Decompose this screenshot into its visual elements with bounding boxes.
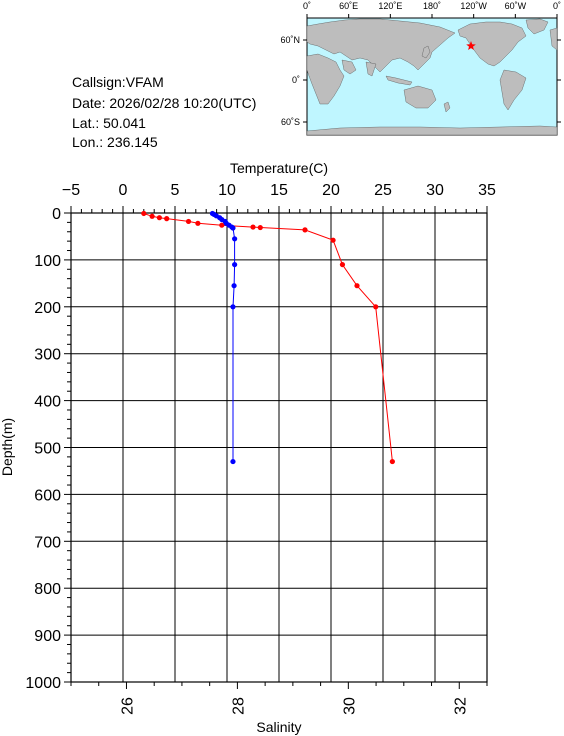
salinity-data-point — [230, 304, 236, 310]
salinity-data-point — [231, 283, 237, 289]
land-antarctica — [306, 125, 558, 136]
temperature-data-point — [141, 210, 147, 217]
temperature-tick-label: 20 — [322, 182, 340, 199]
depth-tick-label: 600 — [34, 487, 61, 504]
temperature-data-point — [339, 261, 346, 268]
map-longitude-labels: 0˚ 60˚E 120˚E 180˚ 120˚W 60˚W 0˚ — [303, 1, 561, 11]
land-japan — [421, 45, 431, 59]
salinity-data-point — [232, 236, 238, 242]
temperature-profile-line — [143, 213, 393, 462]
temperature-tick-label: 25 — [374, 182, 392, 199]
temperature-data-point — [164, 216, 170, 222]
temperature-tick-label: 35 — [478, 182, 496, 199]
map-latitude-labels: 60˚N 0˚ 60˚S — [280, 35, 300, 127]
temperature-tick-label: 30 — [426, 182, 444, 199]
salinity-tick-labels: 26 28 30 32 — [119, 697, 469, 715]
temperature-tick-label: 10 — [218, 182, 236, 199]
temperature-data-point — [185, 218, 192, 225]
map-longitude-label: 60˚E — [339, 1, 358, 11]
salinity-data-point — [232, 261, 238, 268]
star-icon — [466, 41, 476, 50]
map-longitude-label: 0˚ — [303, 1, 311, 11]
salinity-axis-ticks — [70, 682, 488, 689]
station-info: Callsign:VFAM Date: 2026/02/28 10:20(UTC… — [72, 74, 256, 150]
temperature-data-point — [195, 220, 201, 226]
temperature-data-point — [149, 213, 155, 219]
callsign-text: Callsign:VFAM — [72, 74, 164, 90]
land-europe-right — [549, 27, 558, 51]
temperature-tick-label: −5 — [62, 182, 80, 199]
depth-tick-label: 700 — [34, 534, 61, 551]
land-australia — [403, 85, 437, 109]
land-india — [365, 61, 377, 77]
map-longitude-label: 180˚ — [423, 1, 441, 11]
salinity-tick-label: 32 — [452, 697, 469, 715]
salinity-data-point — [230, 458, 236, 465]
temperature-data-point — [373, 304, 379, 310]
depth-tick-labels: 0 100 200 300 400 500 600 700 800 900 1000 — [25, 206, 61, 692]
depth-tick-label: 0 — [52, 206, 61, 223]
data-series — [141, 210, 395, 465]
temperature-data-point — [330, 237, 336, 243]
salinity-tick-label: 30 — [341, 697, 358, 715]
depth-tick-label: 100 — [34, 253, 61, 270]
temperature-tick-label: 5 — [171, 182, 180, 199]
map-latitude-label: 60˚N — [280, 35, 300, 45]
depth-tick-label: 800 — [34, 581, 61, 598]
map-longitude-label: 60˚W — [505, 1, 527, 11]
depth-axis-title: Depth(m) — [0, 418, 15, 476]
salinity-axis-title: Salinity — [256, 719, 301, 735]
map-longitude-label: 120˚W — [460, 1, 487, 11]
depth-tick-label: 400 — [34, 394, 61, 411]
temperature-data-point — [257, 224, 263, 231]
land-greenland — [525, 18, 549, 35]
temperature-data-point — [354, 283, 360, 289]
salinity-profile-line — [212, 213, 236, 462]
land-eurasia — [306, 18, 456, 73]
depth-tick-label: 500 — [34, 441, 61, 458]
temperature-data-point — [389, 458, 395, 465]
salinity-tick-label: 28 — [230, 697, 247, 715]
land-arabia — [341, 59, 357, 75]
temperature-axis-ticks — [70, 206, 488, 213]
depth-tick-label: 300 — [34, 347, 61, 364]
chart-grid — [71, 213, 487, 682]
temperature-tick-label: 15 — [270, 182, 288, 199]
salinity-data-point — [230, 225, 236, 231]
map-land — [306, 18, 558, 136]
salinity-tick-label: 26 — [119, 697, 136, 715]
temperature-data-point — [219, 222, 225, 228]
date-text: Date: 2026/02/28 10:20(UTC) — [72, 95, 256, 111]
map-latitude-label: 60˚S — [281, 117, 300, 127]
temperature-data-point — [302, 227, 308, 233]
temperature-data-point — [250, 224, 256, 230]
temperature-tick-labels: −5 0 5 10 15 20 25 30 35 — [62, 182, 496, 199]
map-latitude-label: 0˚ — [292, 75, 300, 85]
land-africa — [306, 53, 345, 105]
land-indonesia — [385, 75, 413, 86]
map-frame-ticks — [303, 14, 561, 123]
land-south-america — [499, 69, 527, 111]
world-map: 0˚ 60˚E 120˚E 180˚ 120˚W 60˚W 0˚ 60˚N 0˚ 60˚S — [280, 1, 561, 136]
depth-tick-label: 1000 — [25, 675, 61, 692]
depth-tick-label: 900 — [34, 628, 61, 645]
map-longitude-label: 0˚ — [553, 1, 561, 11]
depth-axis-ticks — [64, 212, 71, 683]
longitude-text: Lon.: 236.145 — [72, 134, 158, 150]
profile-chart: −5 0 5 10 15 20 25 30 35 26 28 30 32 01002003004005… — [0, 160, 496, 735]
latitude-text: Lat.: 50.041 — [72, 115, 146, 131]
temperature-data-point — [156, 215, 162, 221]
depth-tick-label: 200 — [34, 300, 61, 317]
map-longitude-label: 120˚E — [378, 1, 402, 11]
temperature-tick-label: 0 — [119, 182, 128, 199]
land-new-zealand — [443, 101, 451, 113]
temperature-axis-title: Temperature(C) — [230, 160, 328, 176]
